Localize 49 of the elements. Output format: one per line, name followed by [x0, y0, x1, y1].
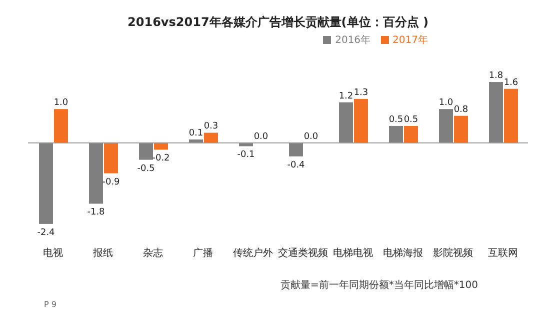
bar	[289, 142, 303, 156]
bar	[204, 132, 218, 143]
text: P 9	[44, 300, 56, 309]
data-label: 0.8	[454, 104, 468, 115]
bar	[439, 109, 453, 143]
data-label: -0.5	[137, 164, 155, 174]
bar	[339, 102, 353, 143]
data-label: 1.6	[504, 78, 518, 88]
x-tick-label: 交通类视频	[278, 247, 328, 260]
data-label: -0.2	[152, 154, 170, 164]
data-label: -0.1	[237, 150, 255, 160]
x-tick-label: 广播	[193, 247, 213, 260]
data-label: 1.3	[354, 88, 368, 98]
data-label: -1.8	[87, 208, 106, 218]
data-label: 0.3	[204, 122, 218, 132]
data-label: 0.0	[304, 132, 318, 142]
data-label: 0.0	[254, 132, 268, 142]
x-tick-label: 电梯电视	[333, 247, 373, 260]
x-tick-label: 杂志	[143, 247, 163, 260]
x-tick-label: 影院视频	[433, 247, 473, 260]
data-label: 1.2	[338, 91, 354, 102]
data-label: 1.0	[438, 98, 454, 108]
bar	[389, 126, 403, 143]
data-label: 0.5	[388, 114, 404, 125]
bar	[139, 142, 153, 160]
bar	[504, 88, 518, 143]
data-label: -2.4	[37, 228, 56, 238]
x-tick-label: 电视	[43, 247, 63, 260]
x-tick-label: 报纸	[92, 247, 113, 260]
data-label: 0.1	[188, 128, 204, 138]
legend-label: 2017年	[392, 35, 428, 46]
data-label: -0.4	[287, 160, 306, 170]
legend-label: 2016年	[335, 35, 371, 46]
bar	[354, 98, 368, 143]
data-label: 1.8	[488, 71, 504, 82]
data-label: 1.0	[54, 98, 68, 108]
data-label: 0.5	[404, 114, 418, 125]
bar	[54, 109, 68, 143]
bar	[404, 126, 418, 143]
bar	[39, 142, 53, 224]
bar	[489, 82, 503, 143]
x-tick-label: 互联网	[488, 247, 518, 260]
chart-title: 2016vs2017年各媒介广告增长贡献量(单位：百分点 )	[126, 14, 430, 31]
x-tick-label: 传统户外	[233, 247, 273, 260]
text: 贡献量=前一年同期份额*当年同比增幅*100	[280, 278, 478, 292]
bar	[454, 116, 468, 143]
bar	[104, 142, 118, 174]
x-tick-label: 电梯海报	[383, 247, 423, 260]
bar	[89, 142, 103, 204]
